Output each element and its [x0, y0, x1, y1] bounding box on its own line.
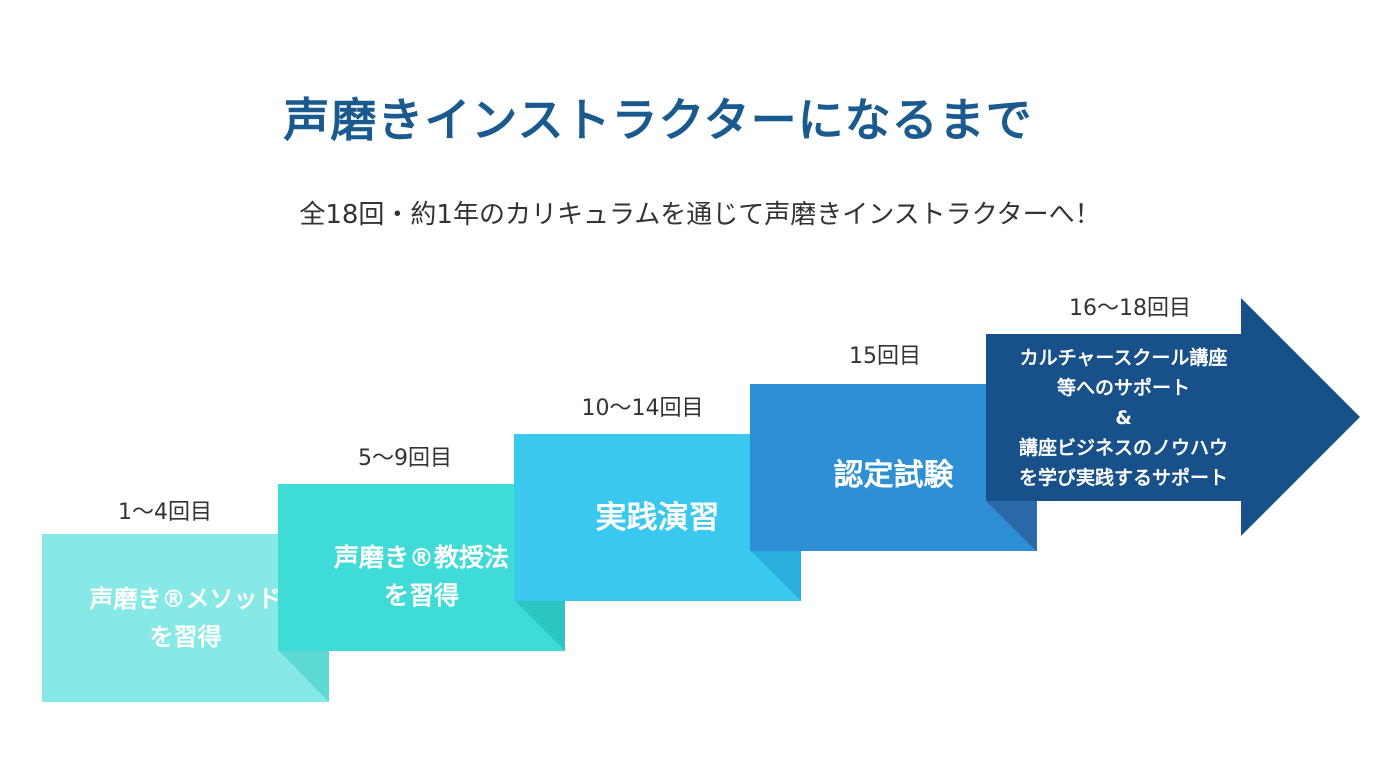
step-1-fold: [279, 651, 329, 702]
step-5-text-line5: を学び実践するサポート: [1018, 467, 1228, 489]
step-1-text-line2: を習得: [149, 623, 222, 651]
step-5-text-line1: カルチャースクール講座: [1019, 347, 1228, 369]
step-1-text-line1: 声磨き®メソッド: [89, 585, 282, 613]
step-5-text-line2: 等へのサポート: [1056, 377, 1190, 399]
step-5-text-line4: 講座ビジネスのノウハウ: [1018, 437, 1228, 459]
page-title: 声磨きインストラクターになるまで: [283, 93, 1033, 147]
step-2-label: 5〜9回目: [358, 446, 452, 471]
step-2-fold: [515, 601, 565, 651]
page-subtitle: 全18回・約1年のカリキュラムを通じて声磨きインストラクターへ！: [299, 200, 1101, 230]
step-5-label: 16〜18回目: [1069, 296, 1191, 321]
step-4-text-line1: 認定試験: [833, 458, 954, 493]
step-3-label: 10〜14回目: [581, 396, 704, 421]
step-5-box: カルチャースクール講座 等へのサポート & 講座ビジネスのノウハウ を学び実践す…: [986, 334, 1241, 501]
step-1-label: 1〜4回目: [118, 500, 212, 525]
step-5-text-line3: &: [1115, 407, 1132, 429]
step-2-text-line1: 声磨き®教授法: [333, 543, 509, 572]
step-4-label: 15回目: [849, 344, 921, 369]
step-3-text-line1: 実践演習: [595, 500, 720, 536]
step-2-text-line2: を習得: [383, 581, 459, 610]
step-3-fold: [751, 551, 801, 601]
